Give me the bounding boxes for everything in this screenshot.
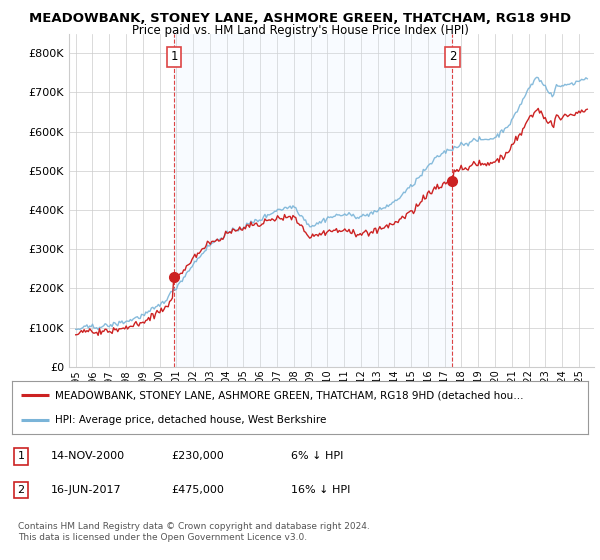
Text: 1: 1 (17, 451, 25, 461)
Text: 6% ↓ HPI: 6% ↓ HPI (291, 451, 343, 461)
Text: Contains HM Land Registry data © Crown copyright and database right 2024.
This d: Contains HM Land Registry data © Crown c… (18, 522, 370, 542)
Text: 2: 2 (17, 485, 25, 495)
Text: MEADOWBANK, STONEY LANE, ASHMORE GREEN, THATCHAM, RG18 9HD (detached hou…: MEADOWBANK, STONEY LANE, ASHMORE GREEN, … (55, 390, 524, 400)
Text: 2: 2 (449, 50, 456, 63)
Text: HPI: Average price, detached house, West Berkshire: HPI: Average price, detached house, West… (55, 414, 326, 424)
Text: £475,000: £475,000 (171, 485, 224, 495)
Text: 16-JUN-2017: 16-JUN-2017 (51, 485, 122, 495)
Text: 16% ↓ HPI: 16% ↓ HPI (291, 485, 350, 495)
Text: 14-NOV-2000: 14-NOV-2000 (51, 451, 125, 461)
Text: Price paid vs. HM Land Registry's House Price Index (HPI): Price paid vs. HM Land Registry's House … (131, 24, 469, 37)
Text: MEADOWBANK, STONEY LANE, ASHMORE GREEN, THATCHAM, RG18 9HD: MEADOWBANK, STONEY LANE, ASHMORE GREEN, … (29, 12, 571, 25)
Text: 1: 1 (170, 50, 178, 63)
Text: £230,000: £230,000 (171, 451, 224, 461)
Bar (174, 34, 452, 367)
